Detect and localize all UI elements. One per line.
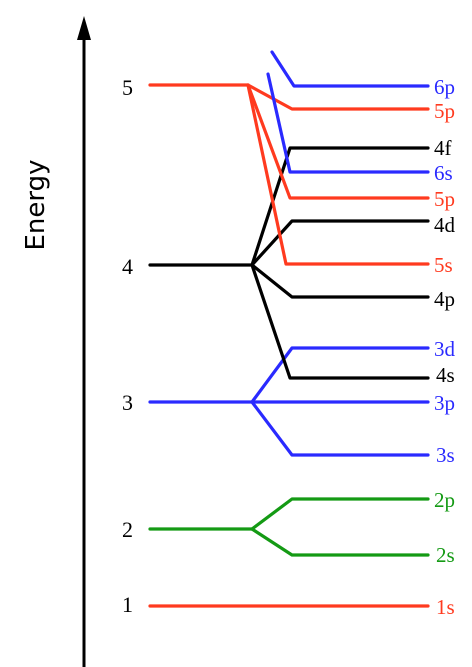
orbital-label-4f: 4f [434, 136, 452, 160]
orbital-label-3s: 3s [436, 443, 455, 467]
energy-axis-title: Energy [21, 159, 51, 250]
level-3s [250, 400, 430, 457]
level-5s [246, 83, 430, 266]
orbital-label-5s: 5s [434, 253, 453, 277]
energy-axis-arrowhead [77, 16, 91, 40]
level-4d [250, 219, 430, 267]
level-6s [266, 72, 430, 174]
level-2p [250, 497, 430, 531]
orbital-label-5p-lower: 5p [434, 187, 455, 211]
shell-5-levels [148, 83, 430, 266]
orbital-label-4p: 4p [434, 287, 455, 311]
level-4p [250, 263, 430, 299]
shell-label-2: 2 [122, 517, 133, 542]
orbital-label-6p: 6p [434, 75, 455, 99]
shell-label-5: 5 [122, 75, 133, 100]
orbital-label-1s: 1s [436, 595, 455, 619]
shell-4-levels [148, 146, 430, 380]
orbital-label-4d: 4d [434, 213, 456, 237]
level-4f [250, 146, 430, 267]
level-4s [250, 263, 430, 380]
level-5p-lower [246, 83, 430, 200]
orbital-label-2s: 2s [436, 543, 455, 567]
shell-label-4: 4 [122, 254, 133, 279]
shell-3-levels [148, 346, 430, 457]
orbital-label-4s: 4s [436, 363, 455, 387]
orbital-label-3p: 3p [434, 391, 455, 415]
orbital-label-3d: 3d [434, 337, 456, 361]
shell-label-3: 3 [122, 390, 133, 415]
level-2s [250, 527, 430, 557]
level-3d [250, 346, 430, 404]
shell-6-levels [266, 50, 430, 174]
level-5p-upper [246, 83, 430, 111]
level-6p [270, 50, 430, 88]
orbital-label-2p: 2p [434, 488, 455, 512]
shell-2-levels [148, 497, 430, 557]
orbital-label-6s: 6s [434, 161, 453, 185]
orbital-label-5p-upper: 5p [434, 99, 455, 123]
shell-label-1: 1 [122, 592, 133, 617]
